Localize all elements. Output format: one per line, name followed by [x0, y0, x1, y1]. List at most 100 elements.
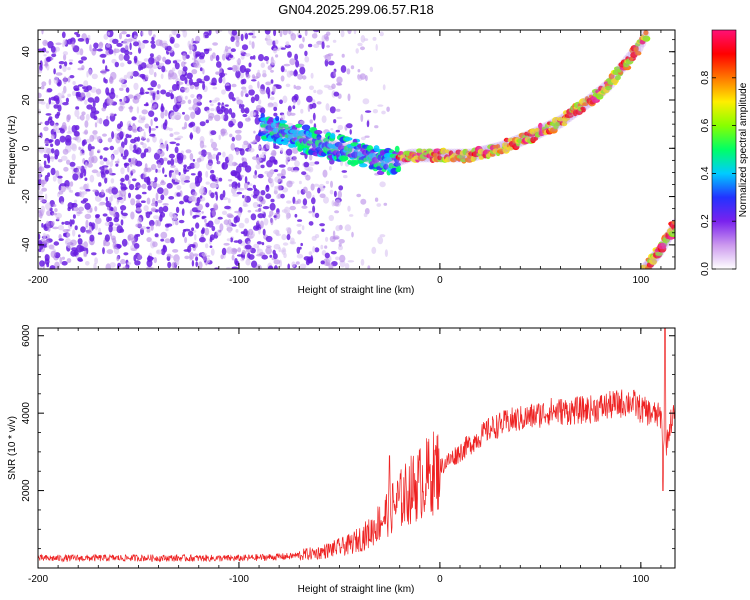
- noise-speckle: [264, 170, 270, 175]
- noise-speckle: [290, 33, 297, 41]
- noise-speckle: [240, 257, 245, 262]
- noise-speckle: [61, 221, 65, 225]
- noise-speckle: [166, 223, 173, 227]
- noise-speckle: [217, 152, 222, 156]
- noise-speckle: [295, 261, 300, 265]
- noise-speckle: [269, 178, 274, 183]
- noise-speckle: [273, 106, 278, 112]
- noise-speckle: [53, 125, 57, 133]
- ridge-cell: [671, 220, 675, 225]
- noise-speckle: [177, 135, 184, 139]
- noise-speckle: [143, 205, 149, 212]
- colorbar-tick-label: 0.2: [700, 214, 711, 228]
- noise-speckle: [301, 205, 308, 209]
- ridge-cell: [440, 147, 447, 155]
- ridge-halo: [633, 41, 642, 56]
- noise-speckle: [148, 266, 155, 269]
- noise-speckle: [148, 57, 155, 65]
- noise-speckle: [312, 246, 316, 253]
- noise-speckle: [139, 91, 145, 95]
- noise-speckle: [113, 48, 120, 54]
- noise-speckle: [164, 140, 168, 144]
- noise-speckle: [61, 90, 65, 97]
- noise-speckle: [220, 128, 227, 134]
- noise-speckle: [248, 62, 252, 68]
- noise-speckle: [353, 30, 357, 35]
- noise-speckle: [69, 189, 74, 193]
- noise-speckle: [74, 225, 78, 231]
- x-tick-label: 0: [437, 275, 443, 286]
- noise-speckle: [133, 144, 137, 150]
- noise-speckle: [193, 98, 198, 105]
- noise-speckle: [184, 255, 190, 260]
- noise-speckle: [224, 205, 231, 210]
- noise-speckle: [206, 257, 211, 264]
- noise-speckle: [108, 48, 114, 55]
- noise-speckle: [152, 241, 158, 248]
- noise-speckle: [272, 85, 276, 94]
- noise-speckle: [273, 47, 278, 54]
- noise-speckle: [38, 190, 44, 195]
- ridge-cell: [495, 144, 501, 149]
- noise-speckle: [218, 76, 223, 84]
- noise-speckle: [116, 197, 123, 200]
- ridge-cell: [281, 140, 289, 145]
- ridge-cell: [641, 269, 648, 275]
- noise-speckle: [170, 213, 176, 221]
- noise-speckle: [224, 45, 229, 52]
- noise-speckle: [188, 230, 194, 237]
- noise-speckle: [128, 158, 132, 163]
- noise-speckle: [212, 42, 219, 46]
- noise-speckle: [57, 82, 61, 86]
- noise-speckle: [130, 245, 135, 251]
- noise-speckle: [137, 185, 143, 188]
- noise-speckle: [108, 216, 112, 222]
- noise-speckle: [227, 228, 232, 233]
- noise-speckle: [319, 223, 325, 227]
- noise-speckle: [78, 146, 81, 151]
- noise-speckle: [216, 105, 221, 113]
- noise-speckle: [244, 165, 252, 173]
- noise-speckle: [146, 237, 152, 243]
- noise-speckle: [253, 174, 258, 179]
- noise-speckle: [222, 76, 226, 84]
- noise-speckle: [154, 233, 159, 238]
- noise-speckle: [215, 193, 218, 201]
- noise-speckle: [249, 110, 256, 118]
- snr-frame: [37, 327, 676, 569]
- noise-speckle: [222, 151, 226, 158]
- noise-speckle: [281, 234, 287, 241]
- noise-speckle: [52, 175, 57, 182]
- noise-speckle: [194, 56, 197, 63]
- noise-speckle: [166, 143, 169, 152]
- noise-speckle: [140, 226, 147, 230]
- noise-speckle: [39, 212, 43, 219]
- noise-speckle: [249, 183, 253, 186]
- noise-speckle: [54, 154, 58, 160]
- noise-speckle: [52, 212, 57, 216]
- noise-speckle: [111, 58, 117, 64]
- noise-speckle: [202, 68, 205, 75]
- noise-speckle: [270, 69, 274, 73]
- noise-speckle: [316, 101, 322, 105]
- noise-speckle: [303, 161, 310, 168]
- noise-speckle: [209, 100, 212, 103]
- noise-speckle: [375, 43, 378, 51]
- noise-speckle: [57, 225, 65, 231]
- noise-speckle: [171, 172, 177, 180]
- noise-speckle: [166, 182, 173, 189]
- noise-speckle: [57, 176, 63, 185]
- noise-speckle: [44, 193, 48, 200]
- ridge-cell: [270, 122, 277, 129]
- noise-speckle: [127, 165, 130, 173]
- noise-speckle: [302, 75, 307, 80]
- noise-speckle: [196, 197, 201, 204]
- noise-speckle: [94, 122, 98, 128]
- noise-speckle: [156, 90, 160, 95]
- noise-speckle: [144, 123, 150, 129]
- noise-speckle: [45, 113, 52, 116]
- noise-speckle: [328, 60, 335, 66]
- ridge-halo: [671, 218, 675, 233]
- noise-speckle: [99, 53, 107, 58]
- noise-speckle: [69, 181, 74, 187]
